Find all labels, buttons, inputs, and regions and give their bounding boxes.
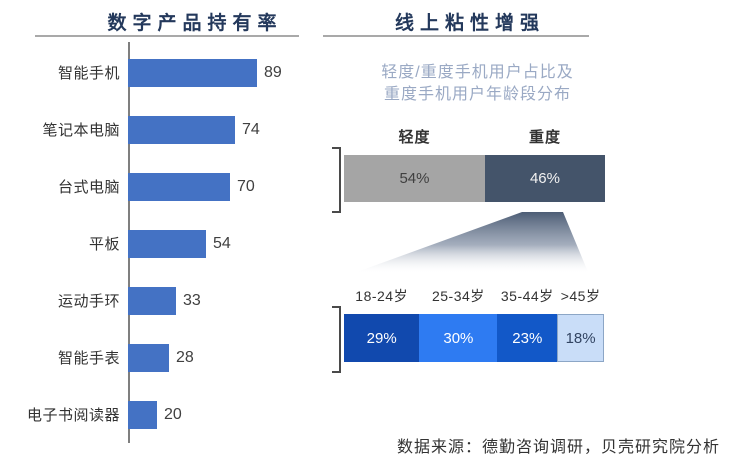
ownership-row: 平板 54 bbox=[0, 215, 330, 272]
value-label: 33 bbox=[183, 291, 201, 309]
category-label: 笔记本电脑 bbox=[42, 122, 120, 139]
value-label: 28 bbox=[176, 348, 194, 366]
usage-segment: 46% bbox=[484, 155, 605, 202]
value-label: 74 bbox=[242, 120, 260, 138]
ownership-bar bbox=[128, 400, 157, 429]
ownership-bar bbox=[128, 58, 257, 87]
ownership-bar bbox=[128, 343, 169, 372]
value-label: 89 bbox=[264, 63, 282, 81]
right-panel-title: 线上粘性增强 bbox=[394, 13, 545, 34]
usage-segment-label: 重度 bbox=[528, 129, 561, 146]
ownership-bar bbox=[128, 286, 176, 315]
category-label: 智能手机 bbox=[57, 65, 120, 82]
age-bar-bracket bbox=[332, 306, 341, 373]
category-label: 电子书阅读器 bbox=[26, 407, 120, 424]
age-group-label: 35-44岁 bbox=[500, 288, 554, 304]
usage-bar-bracket bbox=[332, 147, 341, 213]
category-label: 智能手表 bbox=[57, 350, 120, 367]
value-label: 20 bbox=[164, 405, 182, 423]
data-source-note: 数据来源：德勤咨询调研，贝壳研究院分析 bbox=[396, 439, 720, 456]
age-segment: 23% bbox=[497, 314, 558, 362]
age-segment: 29% bbox=[344, 314, 420, 362]
age-group-label: 18-24岁 bbox=[355, 288, 409, 304]
category-label: 平板 bbox=[88, 236, 120, 253]
usage-segment: 54% bbox=[344, 155, 485, 202]
right-panel-subtitle: 轻度/重度手机用户占比及 重度手机用户年龄段分布 bbox=[335, 62, 620, 106]
ownership-row: 电子书阅读器 20 bbox=[0, 386, 330, 443]
age-group-labels: 18-24岁 25-34岁 35-44岁 >45岁 bbox=[344, 286, 604, 304]
left-title-underline bbox=[35, 35, 299, 37]
age-group-label: 25-34岁 bbox=[431, 288, 485, 304]
ownership-row: 运动手环 33 bbox=[0, 272, 330, 329]
ownership-bar-chart: 智能手机 89 笔记本电脑 74 台式电脑 70 平板 54 运动手环 33 智能手表 28 电子书阅读… bbox=[0, 44, 330, 443]
ownership-row: 笔记本电脑 74 bbox=[0, 101, 330, 158]
age-distribution-bar: 29% 30% 23% 18% bbox=[344, 314, 604, 362]
usage-split-bar: 54% 46% bbox=[344, 155, 605, 202]
age-group-label: >45岁 bbox=[560, 288, 601, 304]
right-title-underline bbox=[323, 35, 589, 37]
value-label: 54 bbox=[213, 234, 231, 252]
subtitle-line-1: 轻度/重度手机用户占比及 bbox=[381, 64, 574, 81]
ownership-bar bbox=[128, 172, 230, 201]
ownership-bar bbox=[128, 115, 235, 144]
usage-segment-label: 轻度 bbox=[398, 129, 431, 146]
category-label: 台式电脑 bbox=[57, 179, 120, 196]
ownership-row: 台式电脑 70 bbox=[0, 158, 330, 215]
subtitle-line-2: 重度手机用户年龄段分布 bbox=[383, 86, 571, 103]
ownership-bar bbox=[128, 229, 206, 258]
category-label: 运动手环 bbox=[57, 293, 120, 310]
ownership-row: 智能手机 89 bbox=[0, 44, 330, 101]
value-label: 70 bbox=[237, 177, 255, 195]
age-segment: 18% bbox=[557, 314, 604, 362]
age-segment: 30% bbox=[419, 314, 498, 362]
ownership-row: 智能手表 28 bbox=[0, 329, 330, 386]
usage-split-labels: 轻度 重度 bbox=[344, 126, 605, 146]
funnel-highlight-shape bbox=[357, 212, 588, 272]
left-panel-title: 数字产品持有率 bbox=[107, 13, 283, 34]
